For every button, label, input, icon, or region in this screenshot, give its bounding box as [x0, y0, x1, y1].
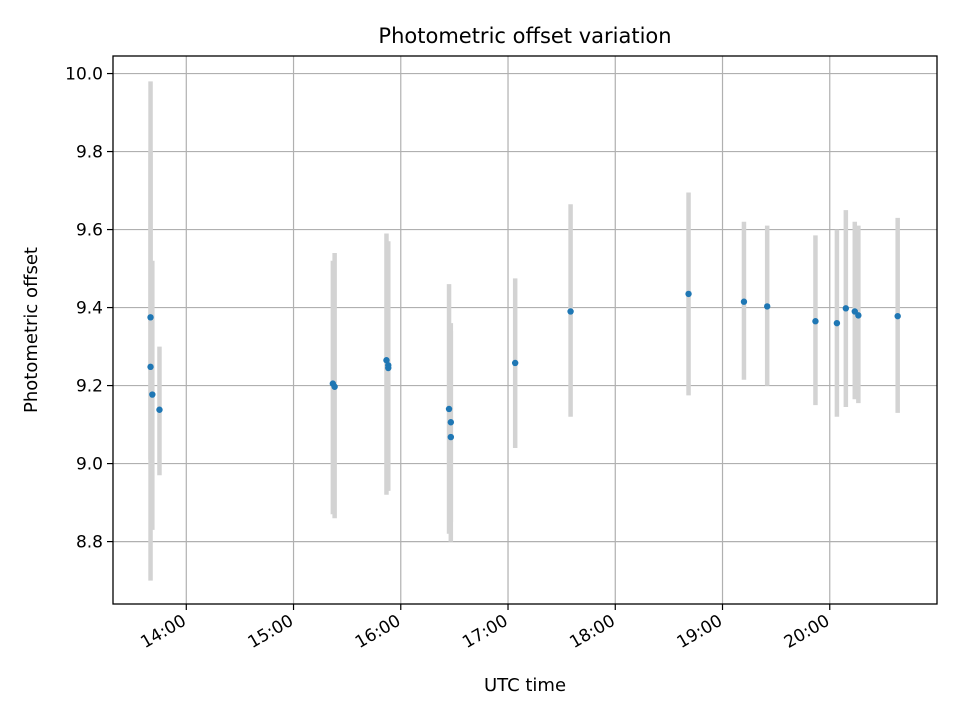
- data-point: [385, 364, 392, 372]
- y-tick-label: 9.8: [76, 143, 103, 163]
- data-point: [740, 298, 748, 305]
- y-tick-label: 8.8: [76, 533, 103, 553]
- x-tick-label: 15:00: [245, 611, 297, 653]
- x-axis-label: UTC time: [484, 675, 566, 696]
- y-tick-label: 9.0: [76, 455, 103, 475]
- plot-frame: [112, 55, 938, 605]
- x-tick-label: 17:00: [459, 611, 511, 653]
- data-point: [445, 405, 453, 413]
- data-point: [894, 312, 901, 320]
- data-point: [812, 318, 819, 325]
- data-point: [833, 319, 841, 327]
- data-point: [156, 406, 163, 413]
- data-point: [447, 419, 455, 426]
- data-point: [842, 305, 850, 312]
- data-point: [331, 383, 338, 390]
- data-point: [685, 290, 692, 298]
- x-tick-label: 14:00: [137, 611, 189, 653]
- data-point: [511, 359, 519, 367]
- grid-lines: [113, 56, 937, 604]
- data-point: [763, 303, 771, 310]
- chart-title: Photometric offset variation: [378, 24, 671, 48]
- y-tick-label: 9.2: [76, 377, 103, 397]
- data-point: [383, 357, 390, 364]
- x-tick-label: 20:00: [781, 611, 833, 653]
- x-tick-label: 16:00: [352, 611, 404, 653]
- x-tick-label: 18:00: [566, 611, 618, 653]
- y-tick-label: 9.4: [76, 299, 103, 319]
- y-tick-label: 9.6: [76, 221, 103, 241]
- y-axis-label: Photometric offset: [21, 247, 42, 413]
- data-point: [447, 433, 455, 441]
- data-points: [147, 290, 901, 441]
- data-point: [567, 308, 574, 315]
- data-point: [149, 391, 156, 398]
- x-tick-label: 19:00: [674, 611, 726, 653]
- error-bars: [148, 81, 900, 581]
- data-point: [147, 363, 154, 371]
- data-point: [855, 312, 862, 319]
- y-tick-label: 10.0: [65, 65, 103, 85]
- data-point: [147, 314, 154, 321]
